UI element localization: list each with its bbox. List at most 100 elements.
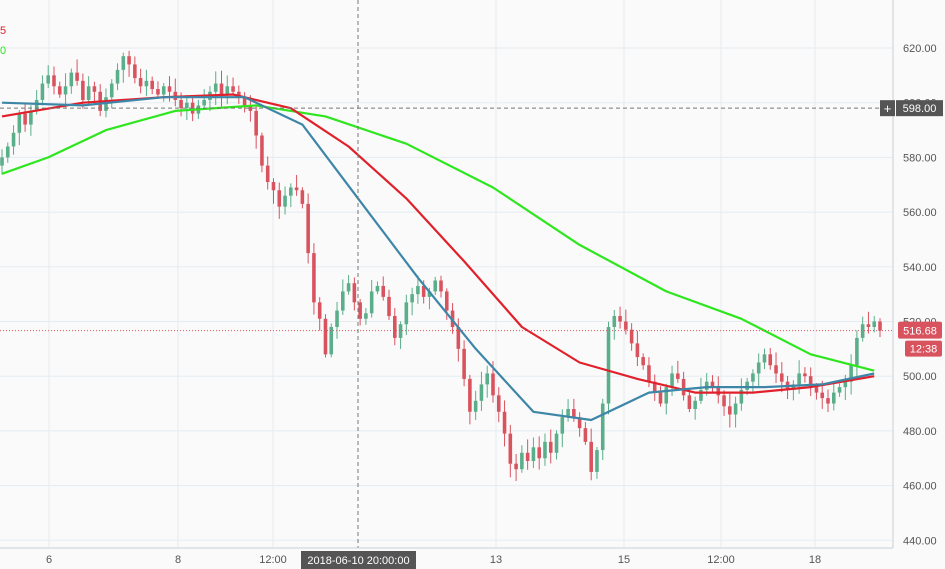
candle-body (398, 324, 403, 338)
candle-body (803, 373, 807, 377)
crosshair-price-label: 598.00 (903, 103, 937, 115)
candle-body (52, 75, 56, 87)
x-tick-label: 6 (46, 554, 52, 566)
candle-body (722, 395, 726, 407)
candle-body (577, 417, 582, 429)
candle-body (133, 64, 137, 79)
candle-body (185, 102, 189, 109)
candle-body (352, 283, 357, 303)
candle-body (369, 291, 374, 314)
candle-body (739, 389, 744, 404)
candle-body (548, 441, 553, 453)
x-tick-label: 15 (618, 554, 630, 566)
candle-body (462, 348, 466, 379)
candle-body (317, 302, 322, 319)
crosshair-price-badge (896, 100, 943, 117)
candle-body (710, 381, 715, 388)
grid (0, 0, 893, 548)
candle-body (358, 302, 362, 319)
candle-body (520, 452, 524, 470)
candle-body (202, 99, 206, 106)
y-tick-label: 460.00 (903, 481, 937, 493)
candle-body (127, 56, 131, 65)
candle-body (387, 296, 391, 317)
candle-body (681, 378, 686, 396)
candle-body (762, 354, 767, 363)
candle-body (808, 376, 813, 388)
candle-body (323, 318, 328, 355)
candle-body (635, 343, 640, 358)
candle-body (283, 195, 287, 207)
candle-body (756, 362, 761, 374)
candle-body (439, 280, 443, 292)
candle-body (5, 146, 10, 158)
candle-body (791, 384, 796, 390)
candle-body (831, 392, 836, 404)
candle-body (629, 329, 634, 344)
last-price-badge (898, 321, 942, 339)
candle-body (294, 187, 299, 191)
countdown-label: 12:38 (910, 344, 938, 356)
candle-body (219, 83, 224, 95)
candle-body (647, 365, 651, 382)
candle-body (404, 302, 409, 325)
candle-body (34, 99, 39, 111)
candle-body (537, 447, 541, 459)
x-tick-label: 13 (490, 554, 502, 566)
candle-body (843, 381, 848, 388)
candle-body (745, 381, 749, 390)
candle-body (780, 373, 784, 382)
candle-body (595, 450, 599, 472)
candle-body (566, 409, 570, 418)
x-tick-label: 12:00 (707, 554, 735, 566)
candle-body (473, 400, 478, 412)
candle-body (624, 321, 628, 330)
candle-body (341, 291, 345, 311)
candle-body (774, 365, 778, 374)
candle-body (416, 285, 420, 295)
candle-body (716, 387, 721, 396)
candle-body (699, 389, 703, 401)
candle-body (652, 381, 657, 393)
candle-body (150, 80, 154, 90)
candle-body (40, 83, 45, 100)
candle-body (543, 441, 547, 459)
candle-body (733, 403, 738, 415)
candle-body (866, 324, 871, 327)
candle-body (693, 400, 697, 410)
candle-body (704, 381, 709, 390)
candle-body (335, 310, 339, 327)
y-tick-label: 560.00 (903, 207, 937, 219)
legend: 50 (0, 25, 6, 57)
candle-body (46, 75, 51, 84)
candle-body (277, 190, 282, 207)
candle-body (75, 72, 79, 81)
candle-body (502, 411, 507, 434)
candles (0, 50, 882, 481)
candle-body (0, 157, 4, 166)
x-tick-label: 18 (809, 554, 821, 566)
candle-body (329, 326, 334, 355)
candle-body (364, 313, 368, 319)
countdown-badge (905, 340, 942, 357)
candle-body (814, 387, 819, 393)
crosshair-time-badge (301, 551, 416, 569)
candle-body (433, 280, 438, 292)
candle-body (849, 365, 853, 382)
candle-body (57, 86, 62, 95)
candle-body (872, 321, 877, 327)
y-tick-label: 620.00 (903, 43, 937, 55)
candle-body (346, 283, 351, 292)
candle-body (17, 113, 22, 133)
candle-body (641, 357, 645, 366)
candle-body (271, 182, 276, 191)
crosshair (0, 0, 893, 548)
candle-body (728, 406, 732, 415)
y-tick-label: 540.00 (903, 262, 937, 274)
candle-body (260, 135, 264, 166)
candle-body (508, 433, 513, 464)
candle-body (115, 69, 120, 84)
